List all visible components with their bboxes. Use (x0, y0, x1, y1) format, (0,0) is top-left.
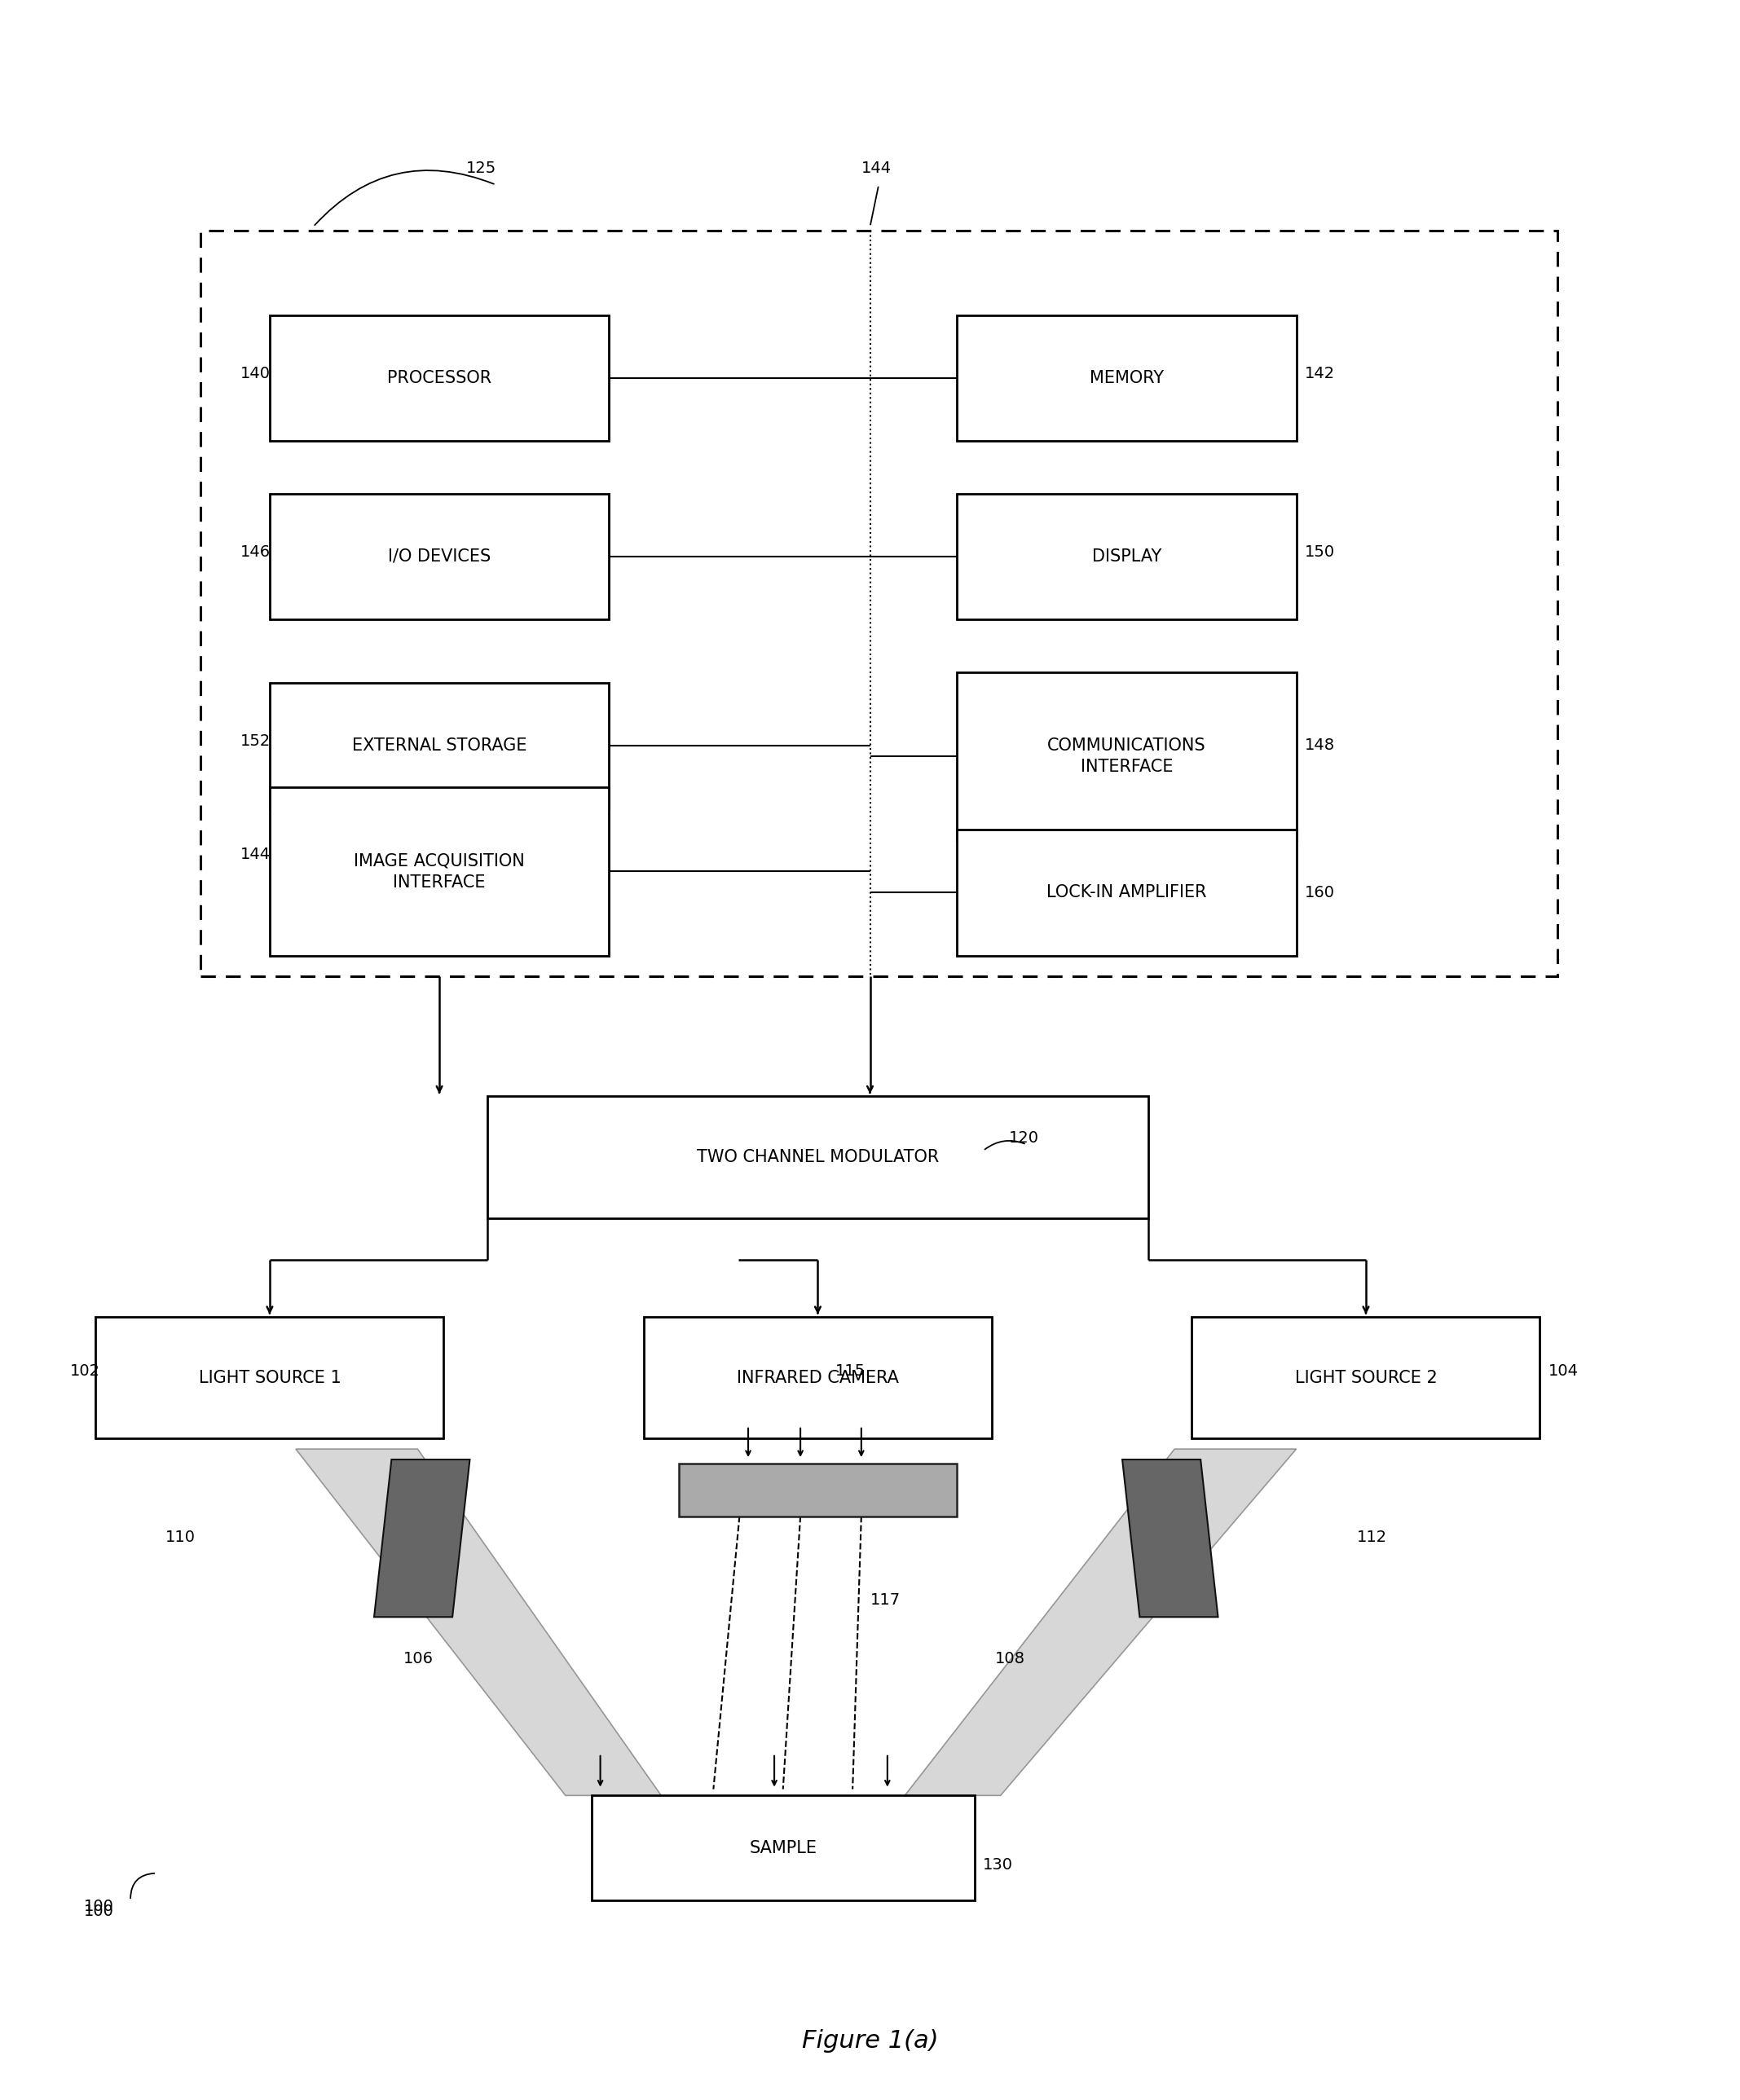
Text: 112: 112 (1357, 1529, 1387, 1546)
Polygon shape (296, 1449, 661, 1796)
Text: SAMPLE: SAMPLE (750, 1840, 816, 1856)
FancyBboxPatch shape (957, 830, 1296, 956)
Text: 120: 120 (1009, 1130, 1039, 1147)
Text: LIGHT SOURCE 2: LIGHT SOURCE 2 (1295, 1369, 1437, 1386)
Text: I/O DEVICES: I/O DEVICES (388, 548, 491, 565)
Text: DISPLAY: DISPLAY (1093, 548, 1161, 565)
Text: 150: 150 (1305, 544, 1335, 561)
Text: 125: 125 (466, 160, 496, 176)
FancyBboxPatch shape (679, 1464, 957, 1516)
Text: 110: 110 (165, 1529, 195, 1546)
Text: 142: 142 (1305, 365, 1335, 382)
FancyBboxPatch shape (270, 493, 609, 620)
FancyBboxPatch shape (1192, 1317, 1540, 1439)
FancyBboxPatch shape (270, 682, 609, 808)
Text: 100: 100 (84, 1898, 113, 1915)
FancyBboxPatch shape (487, 1096, 1148, 1218)
Text: 148: 148 (1305, 737, 1335, 754)
FancyBboxPatch shape (270, 315, 609, 441)
Text: TWO CHANNEL MODULATOR: TWO CHANNEL MODULATOR (696, 1149, 940, 1166)
FancyBboxPatch shape (957, 672, 1296, 840)
FancyBboxPatch shape (957, 493, 1296, 620)
Text: Figure 1(a): Figure 1(a) (802, 2029, 938, 2054)
Polygon shape (1122, 1460, 1218, 1617)
Text: 144: 144 (240, 846, 270, 863)
FancyBboxPatch shape (96, 1317, 444, 1439)
Text: EXTERNAL STORAGE: EXTERNAL STORAGE (351, 737, 527, 754)
Text: 108: 108 (995, 1651, 1025, 1667)
Text: 104: 104 (1549, 1363, 1578, 1380)
FancyBboxPatch shape (270, 788, 609, 956)
Text: LOCK-IN AMPLIFIER: LOCK-IN AMPLIFIER (1046, 884, 1208, 901)
Text: 146: 146 (240, 544, 270, 561)
Text: 106: 106 (404, 1651, 433, 1667)
Polygon shape (374, 1460, 470, 1617)
Polygon shape (905, 1449, 1296, 1796)
Text: 115: 115 (835, 1363, 865, 1380)
Text: IMAGE ACQUISITION
INTERFACE: IMAGE ACQUISITION INTERFACE (353, 853, 525, 890)
Text: 160: 160 (1305, 884, 1335, 901)
Text: COMMUNICATIONS
INTERFACE: COMMUNICATIONS INTERFACE (1047, 737, 1206, 775)
Text: 102: 102 (70, 1363, 99, 1380)
Text: 140: 140 (240, 365, 270, 382)
Text: 152: 152 (240, 733, 270, 750)
FancyBboxPatch shape (592, 1796, 974, 1900)
Text: INFRARED CAMERA: INFRARED CAMERA (736, 1369, 900, 1386)
Text: 100: 100 (84, 1903, 113, 1919)
FancyBboxPatch shape (644, 1317, 992, 1439)
Text: MEMORY: MEMORY (1089, 370, 1164, 386)
Text: 130: 130 (983, 1856, 1013, 1873)
FancyBboxPatch shape (957, 315, 1296, 441)
Text: 144: 144 (861, 160, 891, 176)
Text: 117: 117 (870, 1592, 900, 1609)
Text: LIGHT SOURCE 1: LIGHT SOURCE 1 (198, 1369, 341, 1386)
Text: PROCESSOR: PROCESSOR (386, 370, 492, 386)
